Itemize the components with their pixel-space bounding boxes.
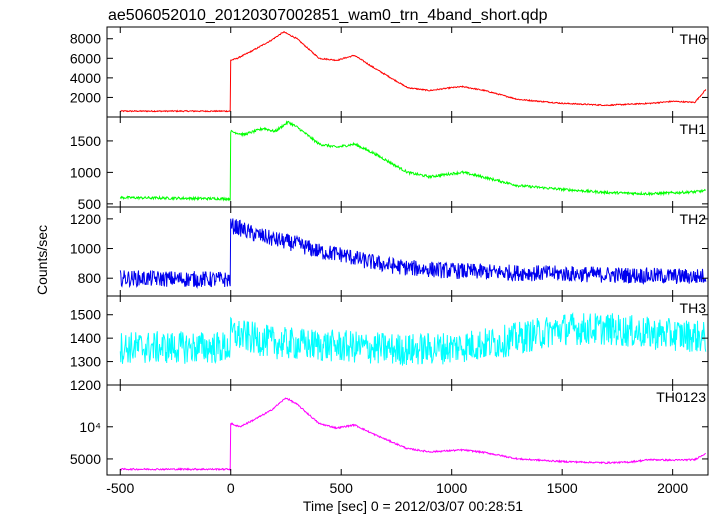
y-tick-label: 1300 xyxy=(70,354,101,370)
y-tick-label: 1500 xyxy=(70,307,101,323)
panel-label-th0123: TH0123 xyxy=(656,389,706,405)
x-tick-label: 1500 xyxy=(547,480,578,496)
y-tick-label: 1000 xyxy=(70,164,101,180)
panel-label-th2: TH2 xyxy=(680,211,707,227)
x-tick-label: 0 xyxy=(227,480,235,496)
y-tick-label: 1000 xyxy=(70,241,101,257)
y-tick-label: 8000 xyxy=(70,31,101,47)
x-tick-label: 1000 xyxy=(436,480,467,496)
panel-label-th3: TH3 xyxy=(680,300,707,316)
panel-label-th0: TH0 xyxy=(680,31,707,47)
y-tick-label: 800 xyxy=(78,270,102,286)
x-axis-label: Time [sec] 0 = 2012/03/07 00:28:51 xyxy=(303,498,523,514)
y-tick-label: 6000 xyxy=(70,50,101,66)
panels-group: 2000 4000 6000 8000 TH0 500 1000 1500 TH1 800 1000… xyxy=(70,26,709,496)
y-tick-label: 2000 xyxy=(70,89,101,105)
series-line-th2 xyxy=(119,218,707,289)
y-tick-label: 1500 xyxy=(70,133,101,149)
y-tick-label: 1200 xyxy=(70,377,101,393)
series-line-th3 xyxy=(119,311,707,366)
y-tick-label: 500 xyxy=(78,196,102,212)
series-line-th1 xyxy=(119,120,706,202)
panel-frame xyxy=(106,384,709,476)
x-tick-label: 2000 xyxy=(657,480,688,496)
series-line-th0123 xyxy=(120,397,707,472)
chart-title: ae506052010_20120307002851_wam0_trn_4ban… xyxy=(108,7,548,24)
y-tick-label: 5000 xyxy=(70,451,101,467)
y-tick-label: 1400 xyxy=(70,330,101,346)
y-tick-label: 10⁴ xyxy=(79,419,101,435)
y-axis-label: Counts/sec xyxy=(34,225,50,295)
panel-label-th1: TH1 xyxy=(680,121,707,137)
x-tick-label: -500 xyxy=(106,480,134,496)
x-tick-label: 500 xyxy=(330,480,354,496)
series-line-th0 xyxy=(119,31,707,113)
y-tick-label: 1200 xyxy=(70,211,101,227)
y-tick-label: 4000 xyxy=(70,70,101,86)
panel-frame xyxy=(106,26,709,118)
